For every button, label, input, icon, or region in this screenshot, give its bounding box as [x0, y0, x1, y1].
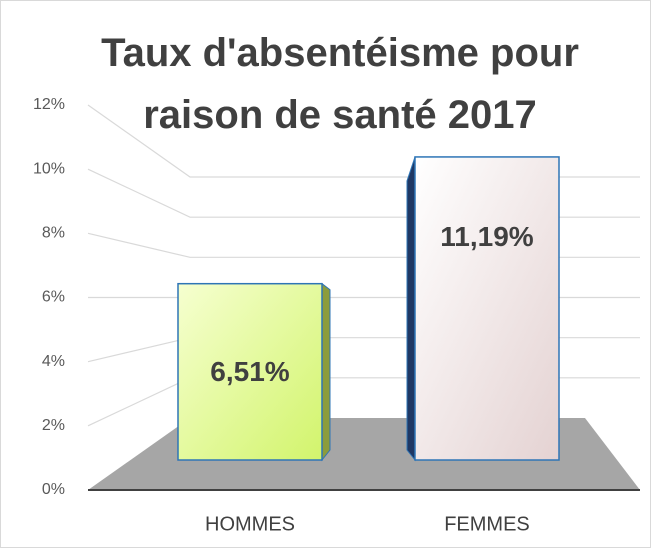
y-tick-label: 8% [42, 225, 65, 242]
y-tick-label: 0% [42, 481, 65, 498]
data-label: 11,19% [440, 221, 534, 252]
data-label: 6,51% [210, 356, 289, 387]
y-tick-label: 6% [42, 289, 65, 306]
bar [414, 156, 560, 461]
x-tick-label: FEMMES [444, 513, 530, 535]
x-tick-label: HOMMES [205, 513, 295, 535]
bar-side [321, 282, 331, 462]
y-tick-label: 10% [33, 160, 65, 177]
y-tick-label: 4% [42, 353, 65, 370]
chart-title: Taux d'absentéisme pour raison de santé … [101, 31, 579, 137]
bar [177, 282, 323, 461]
bar-side [406, 156, 416, 462]
y-tick-label: 2% [42, 417, 65, 434]
y-tick-label: 12% [33, 96, 65, 113]
